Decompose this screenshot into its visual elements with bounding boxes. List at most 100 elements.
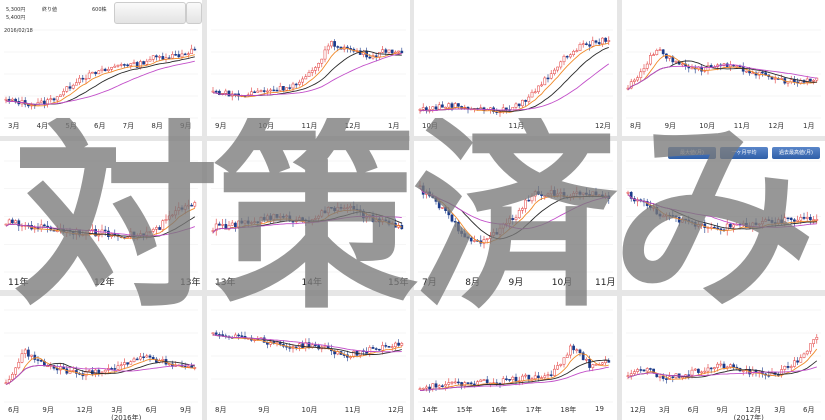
candle-body <box>139 356 142 360</box>
candle-body <box>636 77 639 81</box>
candle-body <box>336 46 340 48</box>
candle-body <box>333 41 336 47</box>
candle-body <box>741 370 745 372</box>
candle-body <box>681 218 684 223</box>
tab-0[interactable]: 最大値(月) <box>668 147 716 159</box>
header-button[interactable] <box>114 2 186 24</box>
candle-body <box>266 90 269 93</box>
candle-body <box>492 232 495 236</box>
candle-body <box>36 359 40 361</box>
candle-body <box>453 220 457 223</box>
candle-body <box>645 63 649 69</box>
candle-body <box>556 365 559 370</box>
candle-body <box>326 207 330 214</box>
candle-body <box>425 386 428 389</box>
candle-body <box>716 363 719 368</box>
candle-body <box>578 349 582 354</box>
candle-body <box>187 365 190 368</box>
x-axis-label: 10月 <box>258 122 275 130</box>
candle-body <box>649 368 652 370</box>
candle-body <box>693 368 697 371</box>
candle-body <box>549 73 553 79</box>
candle-body <box>473 240 476 242</box>
candle-body <box>716 227 719 230</box>
candle-body <box>256 221 260 223</box>
candle-body <box>476 381 479 385</box>
candle-body <box>802 353 806 358</box>
candle-body <box>543 77 547 86</box>
candle-body <box>780 219 783 224</box>
candle-body <box>540 377 543 379</box>
candle-body <box>298 81 301 85</box>
candle-body <box>81 77 85 80</box>
candle-body <box>262 217 266 220</box>
candle-body <box>537 375 540 378</box>
candle-body <box>262 90 266 92</box>
candle-body <box>190 204 193 207</box>
moving-average-line <box>212 215 402 234</box>
tab-2[interactable]: 過去最高値(月) <box>772 147 820 159</box>
candle-body <box>381 49 384 53</box>
x-axis-label: 6月 <box>803 406 815 414</box>
x-axis-label: 15年 <box>456 406 473 414</box>
candle-body <box>607 360 611 363</box>
candle-body <box>142 356 145 359</box>
candle-body <box>320 210 324 217</box>
chart-tile-r1c3: 10月 11月 12月 <box>414 0 617 136</box>
candle-body <box>447 103 451 108</box>
candle-body <box>253 221 256 223</box>
candle-body <box>94 71 97 75</box>
x-axis-label: 9月 <box>664 122 677 130</box>
candle-body <box>110 67 113 70</box>
x-axis-label: 9月 <box>215 122 227 130</box>
candle-body <box>14 98 17 102</box>
candle-body <box>174 210 177 216</box>
candle-body <box>123 64 126 66</box>
x-axis-label: 7月 <box>422 278 437 288</box>
candle-body <box>607 40 611 42</box>
candle-body <box>352 350 356 358</box>
candle-body <box>517 103 521 107</box>
candle-body <box>761 221 764 225</box>
candle-body <box>709 367 713 370</box>
candle-body <box>530 195 534 202</box>
x-axis-label: 6月 <box>145 406 158 414</box>
x-axis-label: 13年 <box>215 278 236 288</box>
x-axis-label: 14年 <box>301 278 322 288</box>
candle-body <box>304 76 308 80</box>
candle-body <box>288 215 292 222</box>
candle-body <box>661 376 665 379</box>
moving-average-line <box>212 53 402 97</box>
candle-body <box>546 374 550 377</box>
candle-body <box>588 194 591 196</box>
x-axis-label: 10月 <box>422 122 438 130</box>
candle-body <box>713 226 716 229</box>
candle-body <box>384 219 388 222</box>
candle-body <box>103 369 107 373</box>
candle-body <box>796 219 799 222</box>
candle-body <box>250 222 253 224</box>
candle-body <box>578 191 582 195</box>
candle-body <box>132 231 136 238</box>
candle-body <box>180 207 184 210</box>
candle-body <box>75 82 78 86</box>
candle-body <box>4 223 8 226</box>
candle-body <box>211 90 215 93</box>
candle-body <box>171 54 174 59</box>
candle-body <box>129 63 133 66</box>
moving-average-line <box>627 64 817 91</box>
candlestick-chart <box>418 160 613 273</box>
header-small-button[interactable] <box>186 2 202 24</box>
tab-1[interactable]: 一ヶ月平均 <box>720 147 768 159</box>
moving-average-line <box>5 54 195 107</box>
candle-body <box>556 193 559 196</box>
candle-body <box>234 222 237 228</box>
candlestick-chart <box>418 309 613 403</box>
candle-body <box>368 56 372 59</box>
candle-body <box>301 78 304 83</box>
chart-tile-r1c4: 8月 9月 10月 11月 12月 1月 <box>622 0 825 136</box>
x-axis-label: 9月 <box>42 406 54 414</box>
candle-body <box>285 87 288 91</box>
candle-body <box>7 98 11 101</box>
candle-body <box>575 50 579 52</box>
